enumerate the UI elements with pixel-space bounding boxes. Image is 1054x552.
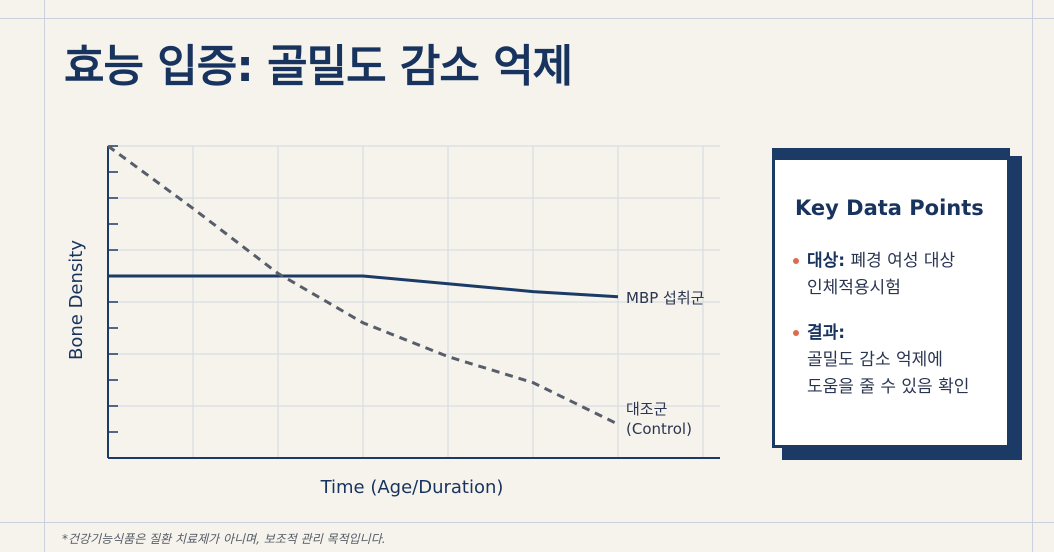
mbp-series-line — [108, 274, 619, 299]
control-series-label: 대조군 — [626, 400, 668, 418]
y-axis-label: Bone Density — [66, 240, 87, 360]
key-point-subject: 대상: 폐경 여성 대상 인체적용시험 — [793, 248, 955, 302]
key-data-card: Key Data Points 대상: 폐경 여성 대상 인체적용시험 결과: … — [772, 148, 1010, 448]
card-title: Key Data Points — [795, 196, 984, 220]
frame-line-left — [44, 0, 45, 552]
frame-line-bottom — [0, 522, 1054, 523]
control-series-label: (Control) — [626, 420, 692, 438]
key-point-label: 결과: — [807, 323, 846, 343]
key-point-label: 대상: — [807, 251, 846, 271]
bullet-icon — [793, 258, 799, 264]
page-title: 효능 입증: 골밀도 감소 억제 — [64, 41, 573, 92]
key-point-text: 인체적용시험 — [807, 278, 901, 298]
frame-line-right — [1032, 0, 1033, 552]
key-point-text: 골밀도 감소 억제에 — [807, 350, 943, 370]
chart-grid — [108, 145, 720, 458]
x-axis-label: Time (Age/Duration) — [320, 477, 504, 498]
key-point-text: 도움을 줄 수 있음 확인 — [807, 377, 970, 397]
control-series-line — [107, 144, 619, 426]
mbp-series-label: MBP 섭취군 — [626, 289, 705, 307]
key-point-result: 결과: 골밀도 감소 억제에 도움을 줄 수 있음 확인 — [793, 320, 969, 401]
y-axis-ticks — [108, 145, 118, 433]
bullet-icon — [793, 330, 799, 336]
frame-line-top — [0, 18, 1054, 19]
chart-series — [107, 144, 619, 426]
key-point-text: 폐경 여성 대상 — [850, 251, 956, 271]
footnote: *건강기능식품은 질환 치료제가 아니며, 보조적 관리 목적입니다. — [62, 532, 386, 546]
